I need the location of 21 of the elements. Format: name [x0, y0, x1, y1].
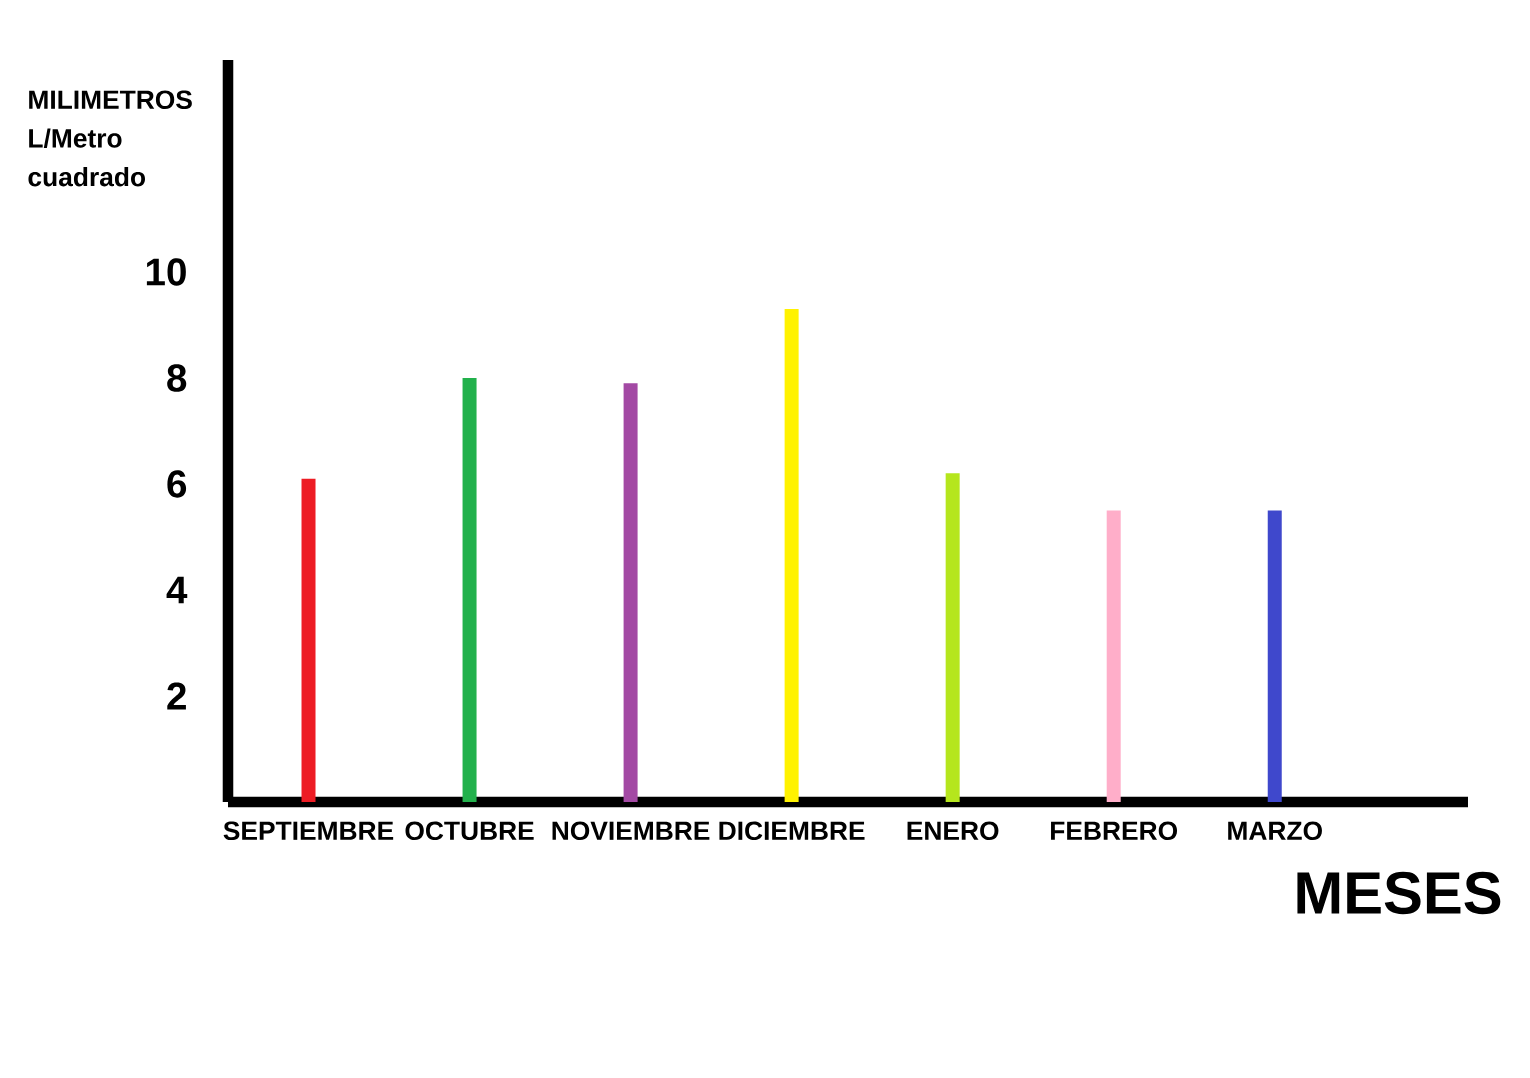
bar: [1267, 510, 1282, 802]
x-tick-label: MARZO: [1228, 821, 1322, 841]
x-axis-title: MESES: [1297, 871, 1501, 915]
y-tick-label: 10: [146, 258, 186, 286]
y-tick-label: 6: [167, 470, 187, 498]
x-tick-label: SEPTIEMBRE: [223, 821, 394, 841]
x-tick-label: OCTUBRE: [405, 821, 534, 841]
bar: [301, 478, 316, 802]
y-tick-label: 8: [167, 364, 187, 392]
x-tick-label: FEBRERO: [1051, 821, 1178, 841]
bar: [1106, 510, 1121, 802]
bar: [462, 377, 477, 802]
x-tick-label: DICIEMBRE: [719, 821, 865, 841]
y-tick-label: 2: [167, 682, 186, 710]
bar: [784, 309, 799, 802]
x-tick-label: NOVIEMBRE: [552, 821, 710, 841]
x-tick-label: ENERO: [907, 821, 999, 841]
bar: [945, 473, 960, 802]
bar: [623, 383, 638, 802]
y-axis-title: MILIMETROS L/Metro cuadrado: [28, 90, 192, 187]
y-tick-label: 4: [166, 576, 188, 604]
